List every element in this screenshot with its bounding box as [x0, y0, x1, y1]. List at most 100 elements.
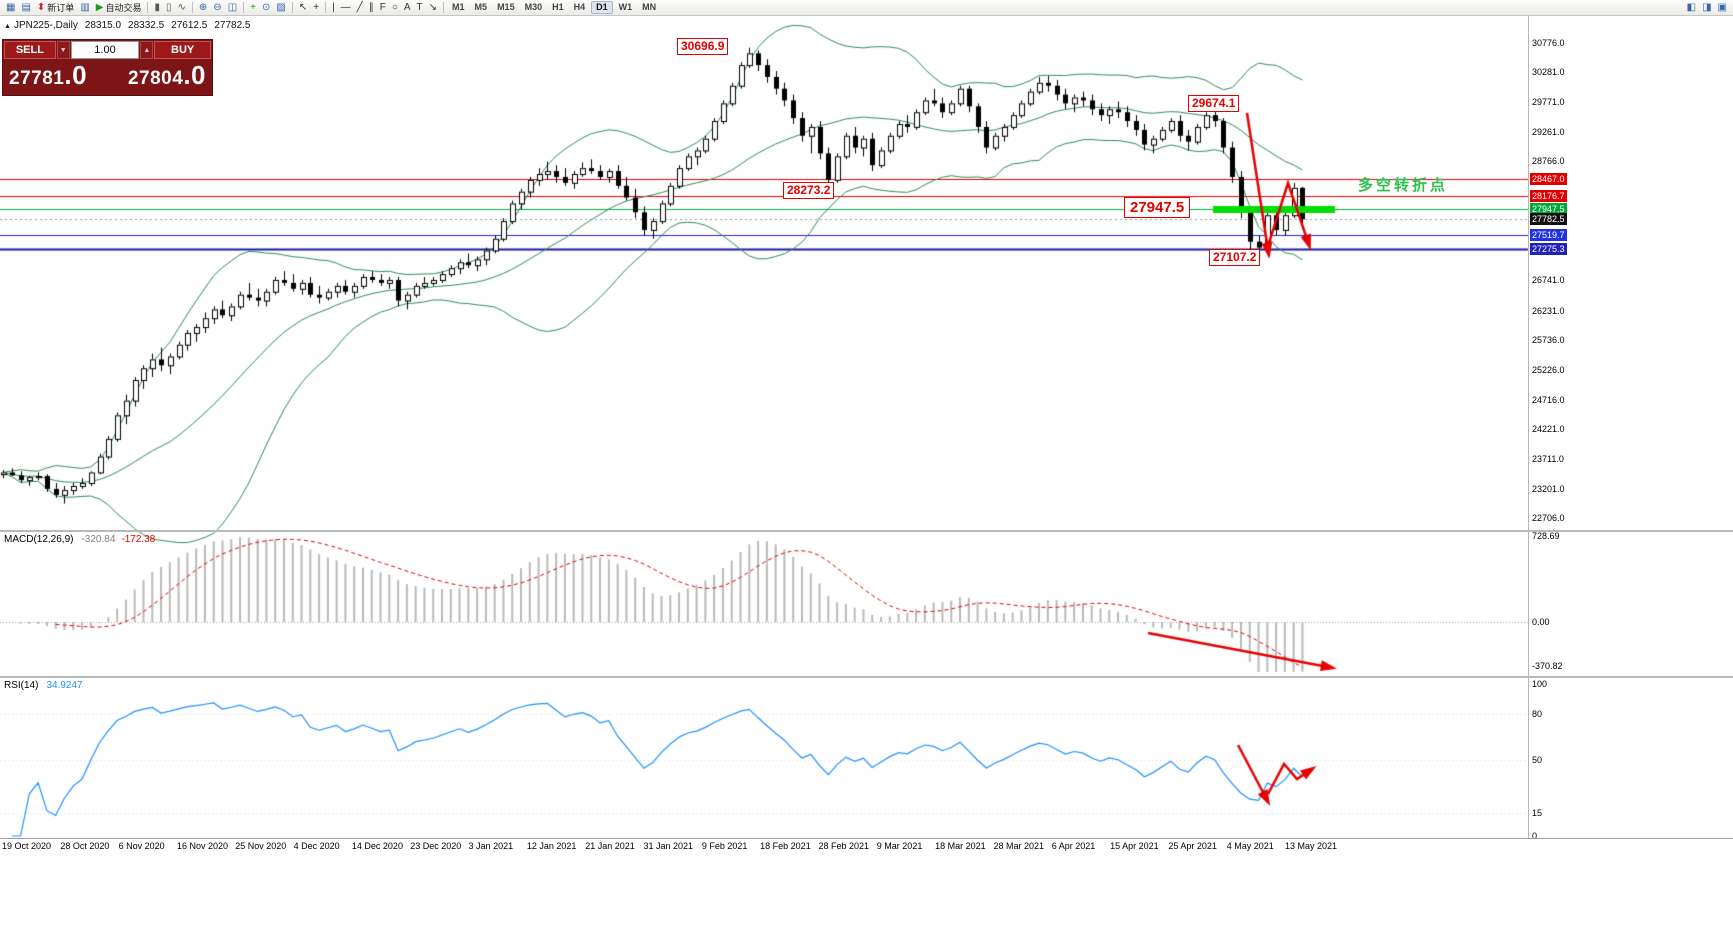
toolbar-separator: [191, 2, 193, 13]
timeframe-button-mn[interactable]: MN: [642, 2, 657, 12]
price-tick-label: 29771.0: [1532, 97, 1565, 108]
time-tick-label: 19 Oct 2020: [2, 841, 52, 851]
one-click-trade-widget: SELL ▼ 1.00 ▲ BUY 27781.0 27804.0: [2, 39, 213, 96]
toolbar-right-group: ◧ ◨ ▣: [1684, 1, 1730, 15]
ohlc-open: 28315.0: [84, 20, 122, 31]
annotation-swing-high-price[interactable]: 29674.1: [1188, 95, 1240, 112]
trendline-icon[interactable]: ╱: [355, 1, 365, 15]
rsi-value: 34.9247: [46, 680, 83, 691]
panel-resize-handle-rsi[interactable]: [0, 676, 1733, 678]
main-toolbar: ▦ ▤ ⬍ 新订单 ▥ ▶ 自动交易 ▮ ▯ ∿ ⊕ ⊖ ◫ + ⊙ ▧ ↖ + | — ╱ ∥ F ○ A T ↘ M1 M5 M15 M…: [0, 0, 1733, 16]
label-icon: T: [416, 1, 423, 13]
timeframe-button-m30[interactable]: M30: [524, 2, 543, 12]
time-axis[interactable]: 19 Oct 2020 28 Oct 2020 6 Nov 2020 16 Nov 2…: [0, 839, 1733, 855]
autotrade-button-label: 自动交易: [105, 3, 142, 13]
channel-icon[interactable]: ∥: [367, 1, 376, 15]
time-tick-label: 9 Feb 2021: [701, 841, 748, 851]
market-watch-icon[interactable]: ▤: [19, 1, 32, 15]
annotation-support-price[interactable]: 28273.2: [783, 182, 835, 199]
time-tick-label: 14 Dec 2020: [351, 841, 403, 851]
tile-windows-icon: ◫: [227, 1, 238, 13]
panel-resize-handle-macd[interactable]: [0, 530, 1733, 532]
periods-icon[interactable]: ⊙: [260, 1, 272, 15]
rsi-tick-label: 50: [1532, 755, 1543, 765]
text-icon[interactable]: A: [402, 1, 413, 15]
help-icon[interactable]: ▣: [1716, 1, 1729, 15]
volume-up-button[interactable]: ▲: [140, 41, 154, 59]
annotation-key-level-price[interactable]: 27947.5: [1124, 197, 1191, 218]
annotation-turning-point-text[interactable]: 多空转折点: [1358, 177, 1449, 194]
symbol-icon: ▲: [4, 23, 11, 30]
price-level-badge: 28176.7: [1530, 189, 1567, 202]
shapes-icon[interactable]: ○: [390, 1, 400, 15]
bar-chart-mode-icon: ▮: [154, 1, 160, 13]
time-tick-label: 6 Nov 2020: [118, 841, 165, 851]
new-order-button-icon: ⬍: [36, 1, 46, 13]
rsi-indicator-label: RSI(14) 34.9247: [4, 680, 83, 691]
candlestick-mode-icon[interactable]: ▯: [164, 1, 174, 15]
macd-signal-value: -172.38: [121, 534, 156, 545]
timeframe-button-m1[interactable]: M1: [452, 2, 465, 12]
symbol-name: JPN225-,Daily: [13, 20, 78, 31]
vertical-line-icon[interactable]: |: [330, 1, 337, 15]
time-tick-label: 9 Mar 2021: [876, 841, 923, 851]
chart-window-icon[interactable]: ▦: [4, 1, 17, 15]
price-level-badge: 27519.7: [1530, 228, 1567, 241]
crosshair-icon[interactable]: +: [311, 1, 321, 15]
annotation-crash-low-price[interactable]: 27107.2: [1209, 249, 1261, 266]
label-icon[interactable]: T: [415, 1, 425, 15]
price-tick-label: 22706.0: [1532, 512, 1565, 523]
volume-down-button[interactable]: ▼: [56, 41, 70, 59]
toolbar-separator: [291, 2, 293, 13]
trendline-icon: ╱: [356, 1, 363, 13]
time-tick-label: 25 Nov 2020: [235, 841, 287, 851]
chart-list-icon: ▥: [80, 1, 90, 13]
timeframe-button-h1[interactable]: H1: [552, 2, 564, 12]
tile-windows-icon[interactable]: ◫: [226, 1, 239, 15]
horizontal-line-icon: —: [340, 1, 351, 13]
annotation-peak-price[interactable]: 30696.9: [677, 38, 729, 55]
price-tick-label: 24221.0: [1532, 423, 1565, 434]
price-tick-label: 25736.0: [1532, 334, 1565, 345]
dock-right-icon[interactable]: ◨: [1700, 1, 1713, 15]
sell-button[interactable]: SELL: [4, 41, 56, 59]
cursor-icon[interactable]: ↖: [297, 1, 309, 15]
toolbar-separator: [443, 2, 445, 13]
chart-window-icon: ▦: [6, 1, 16, 13]
zoom-in-icon[interactable]: ⊕: [197, 1, 209, 15]
new-order-button[interactable]: ⬍ 新订单: [35, 1, 76, 15]
horizontal-line-icon[interactable]: —: [339, 1, 353, 15]
time-tick-label: 3 Jan 2021: [468, 841, 514, 851]
buy-button[interactable]: BUY: [154, 41, 211, 59]
price-tick-label: 30776.0: [1532, 38, 1565, 48]
line-chart-mode-icon[interactable]: ∿: [176, 1, 188, 15]
indicators-add-icon[interactable]: +: [248, 1, 258, 15]
timeframe-button-m5[interactable]: M5: [474, 2, 488, 12]
cursor-icon: ↖: [298, 1, 308, 13]
rsi-tick-label: 15: [1532, 808, 1543, 819]
chart-ohlc-header: ▲ JPN225-,Daily 28315.0 28332.5 27612.5 27782…: [4, 20, 257, 31]
zoom-out-icon[interactable]: ⊖: [211, 1, 223, 15]
templates-icon: ▧: [276, 1, 286, 13]
price-level-badge: 27275.3: [1530, 243, 1567, 256]
timeframe-button-h4[interactable]: H4: [573, 2, 586, 12]
price-axis[interactable]: 30776.0 30281.0 29771.0 29261.0 28766.0 26741…: [1528, 16, 1733, 855]
rsi-tick-label: 80: [1532, 709, 1543, 720]
fibonacci-icon[interactable]: F: [378, 1, 388, 15]
macd-tick-label: -370.82: [1532, 660, 1563, 671]
ohlc-close: 27782.5: [214, 20, 251, 31]
timeframe-button-w1[interactable]: W1: [618, 2, 633, 12]
chart-list-icon[interactable]: ▥: [78, 1, 91, 15]
templates-icon[interactable]: ▧: [274, 1, 287, 15]
time-tick-label: 4 Dec 2020: [293, 841, 340, 851]
rsi-tick-label: 0: [1532, 831, 1538, 841]
timeframe-button-m15[interactable]: M15: [497, 2, 515, 12]
bar-chart-mode-icon[interactable]: ▮: [152, 1, 162, 15]
timeframe-button-d1[interactable]: D1: [591, 1, 613, 14]
autotrade-button[interactable]: ▶ 自动交易: [94, 1, 144, 15]
price-tick-label: 29261.0: [1532, 127, 1565, 138]
dock-left-icon[interactable]: ◧: [1685, 1, 1698, 15]
arrows-icon[interactable]: ↘: [427, 1, 439, 15]
volume-input[interactable]: 1.00: [70, 41, 140, 59]
